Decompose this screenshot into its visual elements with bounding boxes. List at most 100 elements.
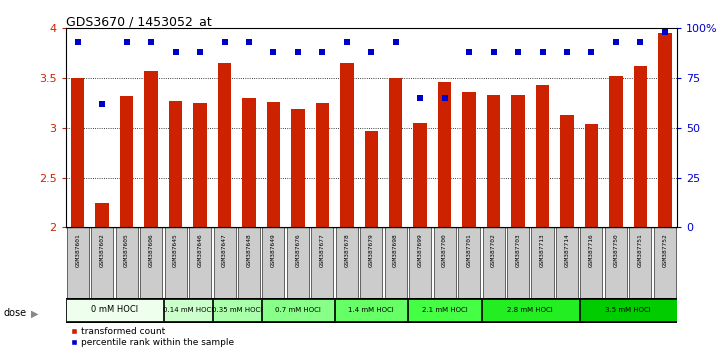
Bar [409,227,431,298]
Bar [66,299,163,321]
Bar [312,227,333,298]
Point [635,39,646,45]
Point [96,101,108,107]
Bar [165,227,186,298]
Bar [336,227,358,298]
Point [72,39,84,45]
Point [513,50,524,55]
Text: GSM387677: GSM387677 [320,233,325,267]
Text: GSM387605: GSM387605 [124,233,129,267]
Text: GSM387703: GSM387703 [515,233,521,267]
Bar [71,78,84,227]
Point [194,50,206,55]
Point [268,50,280,55]
Bar [144,71,158,227]
Text: GSM387648: GSM387648 [247,233,251,267]
Bar [414,123,427,227]
Bar [287,227,309,298]
Bar [316,103,329,227]
Text: GSM387647: GSM387647 [222,233,227,267]
Text: 0 mM HOCl: 0 mM HOCl [91,306,138,314]
Text: GSM387701: GSM387701 [467,233,472,267]
Point [463,50,475,55]
Point [365,50,377,55]
Point [170,50,181,55]
Text: GSM387699: GSM387699 [418,233,423,267]
Bar [605,227,627,298]
Bar [629,227,652,298]
Bar [654,227,676,298]
Text: 0.7 mM HOCl: 0.7 mM HOCl [275,307,321,313]
Text: 0.35 mM HOCl: 0.35 mM HOCl [212,307,262,313]
Bar [266,102,280,227]
Text: GSM387714: GSM387714 [564,233,569,267]
Bar [434,227,456,298]
Point [317,50,328,55]
Text: 2.1 mM HOCl: 2.1 mM HOCl [422,307,467,313]
Point [488,50,499,55]
Bar [536,85,549,227]
Text: GSM387752: GSM387752 [662,233,668,267]
Text: 0.14 mM HOCl: 0.14 mM HOCl [162,307,213,313]
Bar [91,227,114,298]
Bar [95,202,109,227]
Point [292,50,304,55]
Text: GSM387676: GSM387676 [296,233,301,267]
Bar [531,227,553,298]
Bar [389,78,403,227]
Text: GSM387645: GSM387645 [173,233,178,267]
Text: GSM387679: GSM387679 [369,233,373,267]
Bar [242,98,256,227]
Text: GSM387713: GSM387713 [540,233,545,267]
Text: GSM387678: GSM387678 [344,233,349,267]
Bar [291,109,304,227]
Point [414,95,426,101]
Text: 3.5 mM HOCl: 3.5 mM HOCl [605,307,651,313]
Text: GSM387750: GSM387750 [614,233,618,267]
Point [390,39,402,45]
Text: 1.4 mM HOCl: 1.4 mM HOCl [349,307,394,313]
Bar [483,227,505,298]
Text: GDS3670 / 1453052_at: GDS3670 / 1453052_at [66,15,211,28]
Bar [438,82,451,227]
Bar [658,33,671,227]
Point [561,50,573,55]
Bar [189,227,211,298]
Bar [458,227,480,298]
Bar [507,227,529,298]
Point [659,29,670,35]
Bar [67,227,89,298]
Point [439,95,451,101]
Text: GSM387606: GSM387606 [149,233,154,267]
Text: GSM387702: GSM387702 [491,233,496,267]
Bar [487,95,500,227]
Point [341,39,352,45]
Bar [140,227,162,298]
Point [121,39,132,45]
Text: GSM387700: GSM387700 [442,233,447,267]
Bar [261,299,334,321]
Bar [213,227,236,298]
Bar [384,227,407,298]
Bar [164,299,212,321]
Point [610,39,622,45]
Text: GSM387646: GSM387646 [197,233,202,267]
Text: dose: dose [4,308,27,318]
Bar [169,101,182,227]
Text: GSM387716: GSM387716 [589,233,594,267]
Bar [482,299,579,321]
Text: GSM387601: GSM387601 [75,233,80,267]
Bar [218,63,232,227]
Bar [238,227,260,298]
Bar [194,103,207,227]
Bar [365,131,378,227]
Bar [335,299,408,321]
Bar [120,96,133,227]
Text: GSM387751: GSM387751 [638,233,643,267]
Point [218,39,230,45]
Bar [609,76,622,227]
Text: 2.8 mM HOCl: 2.8 mM HOCl [507,307,553,313]
Bar [213,299,261,321]
Bar [633,66,647,227]
Bar [579,299,676,321]
